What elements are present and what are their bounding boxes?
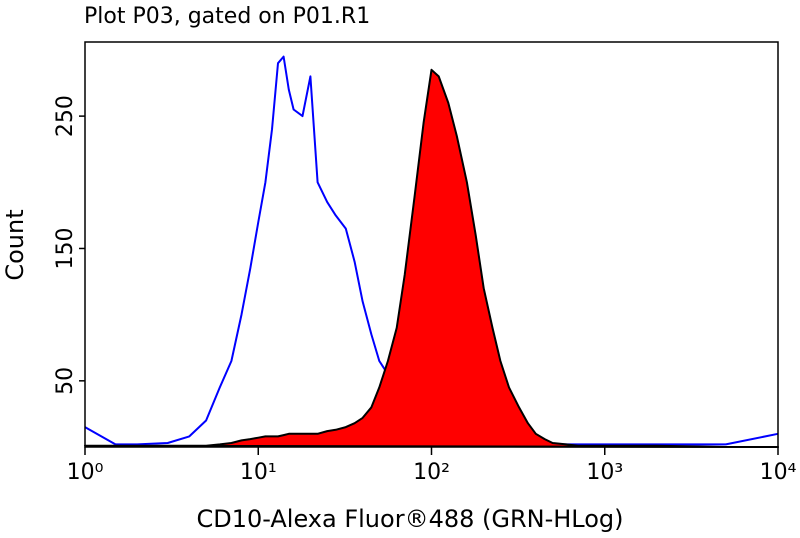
- x-axis-label: CD10-Alexa Fluor®488 (GRN-HLog): [196, 505, 623, 533]
- y-axis-label: Count: [1, 209, 29, 280]
- x-tick-label: 10⁴: [760, 460, 797, 485]
- y-tick-label: 150: [53, 227, 78, 269]
- x-tick-label: 10²: [413, 460, 450, 485]
- x-tick-label: 10¹: [240, 460, 277, 485]
- histogram-area: [84, 68, 779, 448]
- chart-title: Plot P03, gated on P01.R1: [84, 4, 370, 29]
- y-tick-label: 50: [53, 367, 78, 395]
- y-tick-label: 250: [53, 95, 78, 137]
- x-tick-label: 10⁰: [67, 460, 104, 485]
- x-tick-label: 10³: [586, 460, 623, 485]
